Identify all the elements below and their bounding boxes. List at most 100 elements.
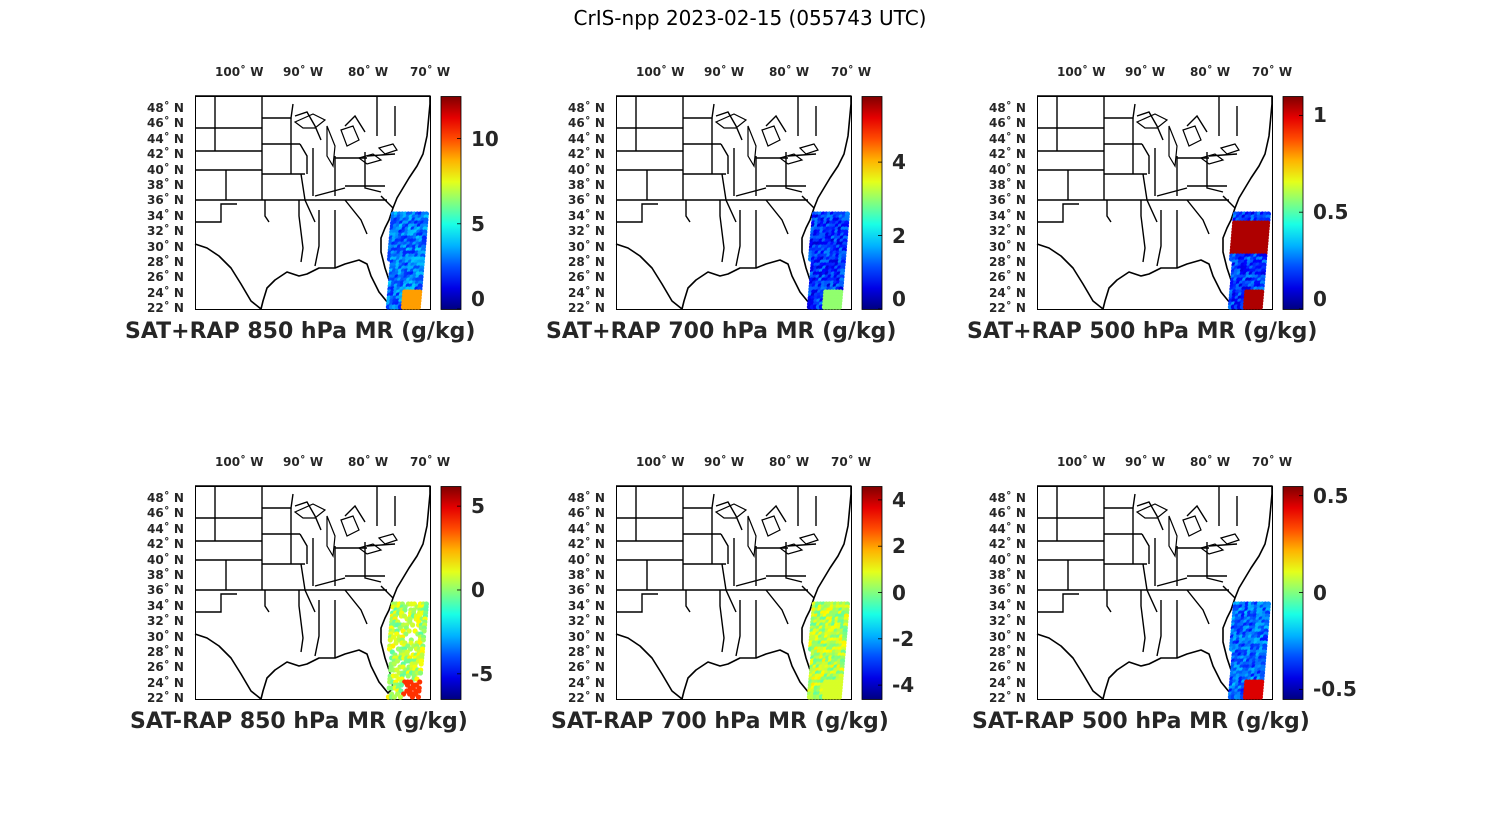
colorbar-tick-label: 2 xyxy=(892,534,906,559)
latitude-label: 36˚ N xyxy=(568,583,605,598)
longitude-label: 80˚ W xyxy=(348,455,389,469)
colorbar xyxy=(861,486,883,700)
state-boundary xyxy=(314,577,346,587)
latitude-label: 44˚ N xyxy=(989,521,1026,536)
colorbar xyxy=(1282,96,1304,310)
panel-title: SAT-RAP 850 hPa MR (g/kg) xyxy=(130,709,468,734)
coastline xyxy=(1036,95,1273,310)
latitude-label: 24˚ N xyxy=(147,675,184,690)
state-boundary xyxy=(1106,200,1112,223)
great-lake xyxy=(798,143,819,155)
great-lake xyxy=(1168,515,1178,558)
state-boundary xyxy=(785,542,803,583)
latitude-label: 36˚ N xyxy=(989,193,1026,208)
state-boundary xyxy=(1106,590,1112,613)
colorbar-tick-label: 0.5 xyxy=(1313,483,1349,508)
swath-point xyxy=(416,688,422,694)
latitude-label: 28˚ N xyxy=(147,255,184,269)
state-boundary xyxy=(735,187,767,197)
latitude-label: 32˚ N xyxy=(147,614,184,629)
swath-point xyxy=(417,679,423,685)
longitude-label: 70˚ W xyxy=(410,65,451,79)
great-lake xyxy=(1135,113,1169,129)
great-lake xyxy=(1219,533,1240,545)
great-lake xyxy=(293,503,327,519)
great-lake xyxy=(747,125,757,168)
swath-point xyxy=(402,607,408,613)
state-boundary xyxy=(344,589,368,625)
great-lake xyxy=(1135,503,1169,519)
state-boundary xyxy=(765,589,789,625)
state-boundary xyxy=(765,114,787,133)
colorbar-tick-label: 0 xyxy=(892,287,906,311)
swath-point xyxy=(397,694,403,700)
great-lake xyxy=(1182,125,1202,147)
swath-observations xyxy=(385,601,429,700)
latitude-label: 40˚ N xyxy=(568,552,605,567)
state-boundary xyxy=(195,593,237,613)
latitude-label: 42˚ N xyxy=(568,147,605,162)
colorbar-tick-label: 0.5 xyxy=(1313,200,1349,225)
colorbar-tick-label: -4 xyxy=(892,673,915,698)
great-lake xyxy=(747,515,757,558)
state-boundary xyxy=(314,210,320,267)
latitude-label: 26˚ N xyxy=(568,270,605,285)
great-lake xyxy=(761,515,781,537)
latitude-label: 30˚ N xyxy=(568,239,605,254)
state-boundary xyxy=(1186,589,1210,625)
colorbar-tick-label: -0.5 xyxy=(1313,677,1357,701)
longitude-label: 90˚ W xyxy=(1125,65,1166,79)
latitude-label: 32˚ N xyxy=(568,224,605,239)
swath-point xyxy=(394,658,401,664)
colorbar-tick-label: 10 xyxy=(471,126,499,151)
state-boundary xyxy=(344,199,368,235)
latitude-label: 30˚ N xyxy=(989,629,1026,644)
colorbar-tick-label: 2 xyxy=(892,223,906,248)
map-plot xyxy=(1036,95,1304,310)
latitude-label: 22˚ N xyxy=(147,691,184,706)
latitude-label: 26˚ N xyxy=(989,660,1026,675)
state-boundary xyxy=(344,114,366,133)
latitude-label: 46˚ N xyxy=(989,506,1026,521)
state-boundary xyxy=(719,200,725,263)
latitude-label: 44˚ N xyxy=(568,131,605,146)
longitude-label: 80˚ W xyxy=(769,455,810,469)
longitude-label: 90˚ W xyxy=(704,455,745,469)
latitude-label: 30˚ N xyxy=(989,239,1026,254)
state-boundary xyxy=(299,143,308,174)
state-boundary xyxy=(1186,504,1208,523)
longitude-label: 70˚ W xyxy=(410,455,451,469)
longitude-label: 90˚ W xyxy=(283,65,324,79)
latitude-label: 26˚ N xyxy=(147,270,184,285)
latitude-label: 34˚ N xyxy=(147,208,184,223)
colorbar-tick-label: 0 xyxy=(1313,287,1327,311)
longitude-label: 70˚ W xyxy=(1252,65,1293,79)
state-boundary xyxy=(298,590,304,653)
swath-point xyxy=(418,661,424,667)
longitude-label: 90˚ W xyxy=(704,65,745,79)
colorbar xyxy=(440,96,462,310)
latitude-label: 26˚ N xyxy=(568,660,605,675)
colorbar-tick-label: 4 xyxy=(892,487,906,512)
state-boundary xyxy=(1156,187,1188,197)
latitude-label: 42˚ N xyxy=(989,537,1026,552)
latitude-label: 30˚ N xyxy=(568,629,605,644)
latitude-label: 46˚ N xyxy=(989,116,1026,131)
swath-point xyxy=(836,694,842,700)
latitude-label: 22˚ N xyxy=(568,691,605,706)
colorbar-tick-label: 4 xyxy=(892,150,906,175)
swath-point xyxy=(415,304,421,310)
latitude-label: 44˚ N xyxy=(147,521,184,536)
state-boundary xyxy=(719,590,725,653)
state-boundary xyxy=(1141,143,1150,174)
colorbar xyxy=(861,96,883,310)
colorbar-tick-label: -5 xyxy=(471,661,494,686)
latitude-label: 38˚ N xyxy=(568,178,605,192)
latitude-label: 38˚ N xyxy=(147,568,184,582)
latitude-label: 22˚ N xyxy=(989,301,1026,316)
state-boundary xyxy=(616,203,658,223)
latitude-label: 22˚ N xyxy=(989,691,1026,706)
latitude-label: 32˚ N xyxy=(989,224,1026,239)
swath-point xyxy=(409,694,415,700)
great-lake xyxy=(1168,125,1178,168)
